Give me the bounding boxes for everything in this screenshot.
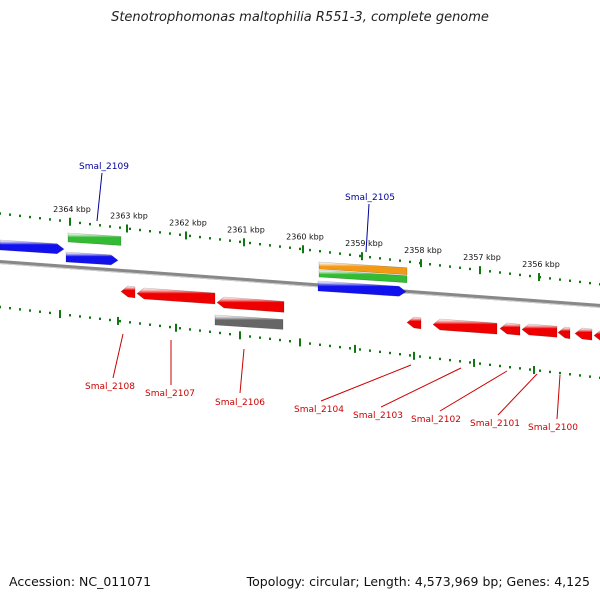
reverse-gene-arrow	[406, 316, 422, 330]
gene-label: Smal_2101	[470, 419, 520, 429]
tick-label: 2360 kbp	[286, 232, 324, 241]
rna-feature	[67, 232, 122, 246]
tick-label: 2356 kbp	[522, 260, 560, 269]
gene-feature	[318, 261, 408, 276]
tick-label: 2362 kbp	[169, 218, 207, 227]
reverse-gene-arrow	[432, 318, 498, 335]
genome-summary: Topology: circular; Length: 4,573,969 bp…	[246, 574, 590, 589]
label-leader-line	[239, 348, 245, 394]
label-leader-line	[96, 172, 103, 222]
gene-label: Smal_2102	[411, 415, 461, 425]
reverse-gene-arrow	[216, 296, 285, 313]
tick-label: 2361 kbp	[227, 225, 265, 234]
gene-label: Smal_2100	[528, 423, 578, 433]
reverse-gene-arrow	[593, 330, 600, 341]
gene-label: Smal_2109	[79, 162, 129, 172]
label-leader-line	[439, 370, 508, 412]
rna-feature	[318, 269, 408, 284]
reverse-gene-arrow	[136, 287, 216, 305]
tick-label: 2358 kbp	[404, 246, 442, 255]
gene-label: Smal_2104	[294, 405, 344, 415]
label-leader-line	[497, 373, 538, 416]
reverse-gene-arrow	[521, 323, 558, 338]
label-leader-line	[365, 203, 370, 253]
gene-label: Smal_2107	[145, 389, 195, 399]
pseudogene-feature	[214, 314, 284, 330]
reverse-gene-arrow	[120, 285, 136, 299]
tick-label: 2359 kbp	[345, 239, 383, 248]
gene-label: Smal_2103	[353, 411, 403, 421]
gene-label: Smal_2108	[85, 382, 135, 392]
tick-label: 2363 kbp	[110, 211, 148, 220]
gene-label: Smal_2106	[215, 398, 265, 408]
label-leader-line	[380, 367, 462, 408]
forward-gene-arrow	[317, 280, 407, 297]
accession-label: Accession: NC_011071	[9, 574, 152, 589]
reverse-gene-arrow	[499, 322, 521, 336]
tick-label: 2364 kbp	[53, 205, 91, 214]
gene-label: Smal_2105	[345, 193, 395, 203]
map-title: Stenotrophomonas maltophilia R551-3, com…	[111, 10, 489, 25]
reverse-gene-arrow	[574, 327, 593, 341]
genome-backbone	[0, 260, 600, 308]
label-leader-line	[556, 374, 561, 420]
forward-gene-arrow	[65, 251, 119, 266]
tick-label: 2357 kbp	[463, 253, 501, 262]
forward-gene-arrow	[0, 239, 65, 255]
reverse-gene-arrow	[557, 326, 571, 340]
label-leader-line	[320, 364, 412, 402]
label-leader-line	[112, 333, 124, 379]
backbone-highlight	[0, 263, 600, 308]
